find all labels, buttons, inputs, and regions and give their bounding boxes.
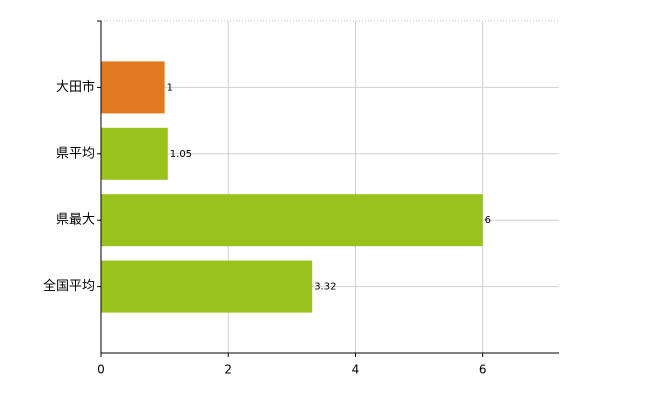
bar xyxy=(101,61,165,114)
x-tick-label: 4 xyxy=(352,363,360,377)
data-label: 3.32 xyxy=(314,282,336,293)
data-label: 1.05 xyxy=(170,149,192,160)
bar xyxy=(101,194,483,247)
y-tick-label: 県平均 xyxy=(56,146,95,161)
bar xyxy=(101,127,168,180)
x-tick-label: 2 xyxy=(224,363,232,377)
y-tick-label: 県最大 xyxy=(56,213,95,228)
y-tick-label: 全国平均 xyxy=(43,278,95,294)
bar xyxy=(101,260,313,313)
x-tick-label: 6 xyxy=(479,363,487,377)
y-tick-label: 大田市 xyxy=(56,79,95,95)
data-label: 6 xyxy=(485,215,491,226)
x-tick-label: 0 xyxy=(97,363,105,377)
data-label: 1 xyxy=(167,82,173,93)
